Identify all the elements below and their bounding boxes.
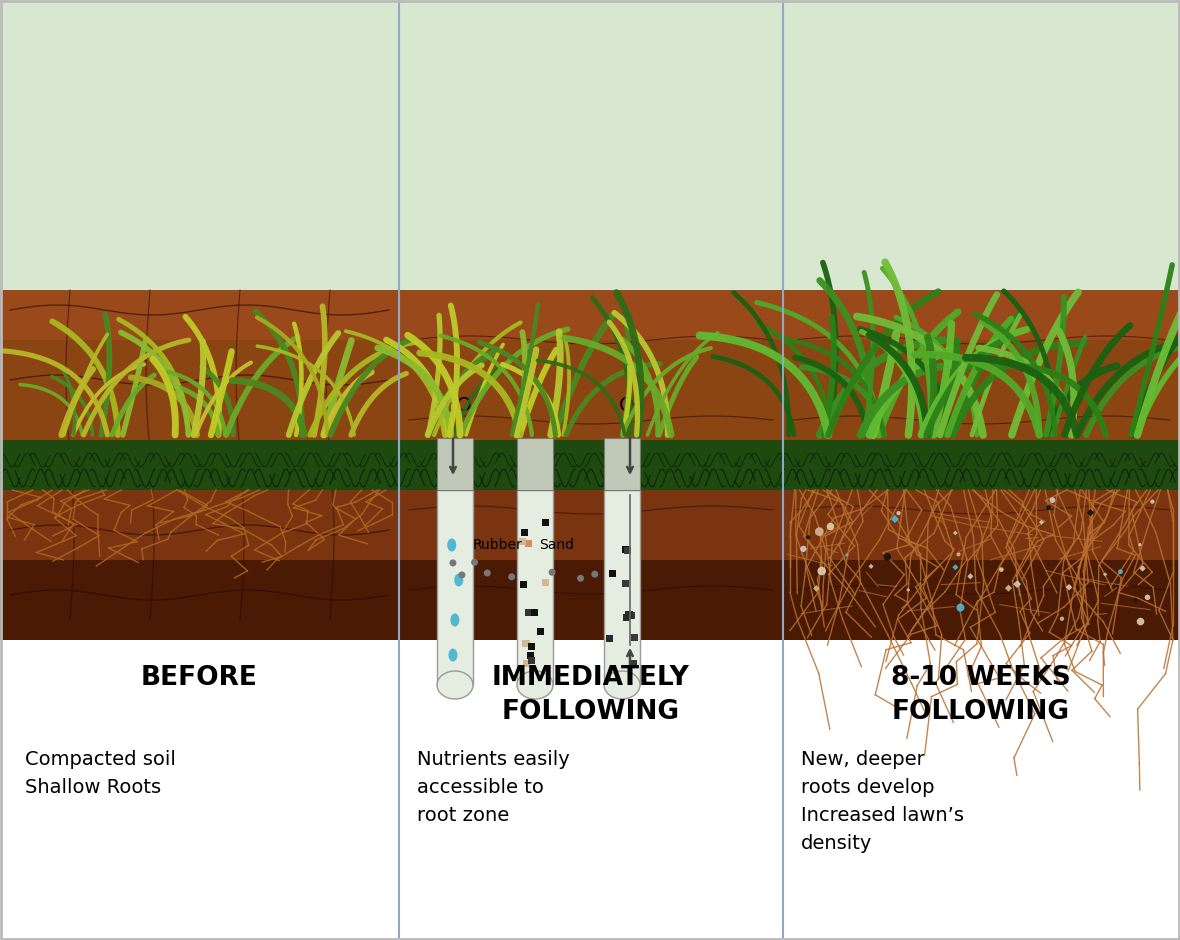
Ellipse shape: [448, 649, 458, 662]
Bar: [517, 490, 553, 685]
Bar: [0, 560, 1180, 640]
Circle shape: [1047, 505, 1051, 510]
Bar: [437, 490, 473, 685]
Circle shape: [1049, 497, 1055, 503]
Circle shape: [1060, 617, 1064, 621]
Ellipse shape: [447, 539, 457, 552]
Circle shape: [459, 572, 465, 578]
Bar: [0, 440, 1180, 560]
Circle shape: [897, 511, 900, 515]
Circle shape: [549, 569, 556, 576]
Circle shape: [577, 574, 584, 582]
Text: O₂: O₂: [618, 396, 642, 415]
Circle shape: [999, 567, 1004, 572]
Circle shape: [509, 573, 516, 580]
Text: New, deeper
roots develop
Increased lawn’s
density: New, deeper roots develop Increased lawn…: [801, 750, 964, 853]
Circle shape: [484, 570, 491, 576]
Bar: [0, 340, 1180, 440]
Circle shape: [450, 559, 457, 567]
Circle shape: [591, 571, 598, 578]
Circle shape: [800, 546, 807, 552]
Bar: [517, 438, 553, 490]
Text: Compacted soil
Shallow Roots: Compacted soil Shallow Roots: [25, 750, 176, 797]
Ellipse shape: [451, 614, 459, 626]
Text: Sand: Sand: [539, 538, 575, 552]
Circle shape: [471, 559, 478, 566]
Bar: [437, 438, 473, 490]
Ellipse shape: [454, 573, 464, 587]
Circle shape: [818, 567, 826, 575]
Text: 8-10 WEEKS
FOLLOWING: 8-10 WEEKS FOLLOWING: [891, 665, 1071, 725]
Bar: [0, 0, 1180, 640]
Ellipse shape: [604, 671, 640, 699]
Circle shape: [1136, 618, 1145, 625]
Circle shape: [957, 603, 964, 612]
Bar: [604, 490, 640, 685]
Text: H₂O: H₂O: [434, 396, 472, 415]
Text: Nutrients easily
accessible to
root zone: Nutrients easily accessible to root zone: [417, 750, 570, 825]
Circle shape: [827, 523, 834, 530]
Text: IMMEDIATELY
FOLLOWING: IMMEDIATELY FOLLOWING: [492, 665, 690, 725]
Text: BEFORE: BEFORE: [140, 665, 257, 691]
Bar: [0, 290, 1180, 340]
Circle shape: [815, 527, 824, 536]
Text: Rubber: Rubber: [472, 538, 522, 552]
Bar: [0, 440, 1180, 490]
Ellipse shape: [517, 671, 553, 699]
Ellipse shape: [437, 671, 473, 699]
Circle shape: [906, 588, 910, 591]
Circle shape: [1139, 543, 1141, 546]
Circle shape: [884, 553, 891, 560]
Circle shape: [1119, 570, 1123, 574]
Circle shape: [1145, 595, 1150, 600]
Bar: [604, 438, 640, 490]
Circle shape: [1150, 499, 1154, 504]
Circle shape: [957, 553, 961, 556]
